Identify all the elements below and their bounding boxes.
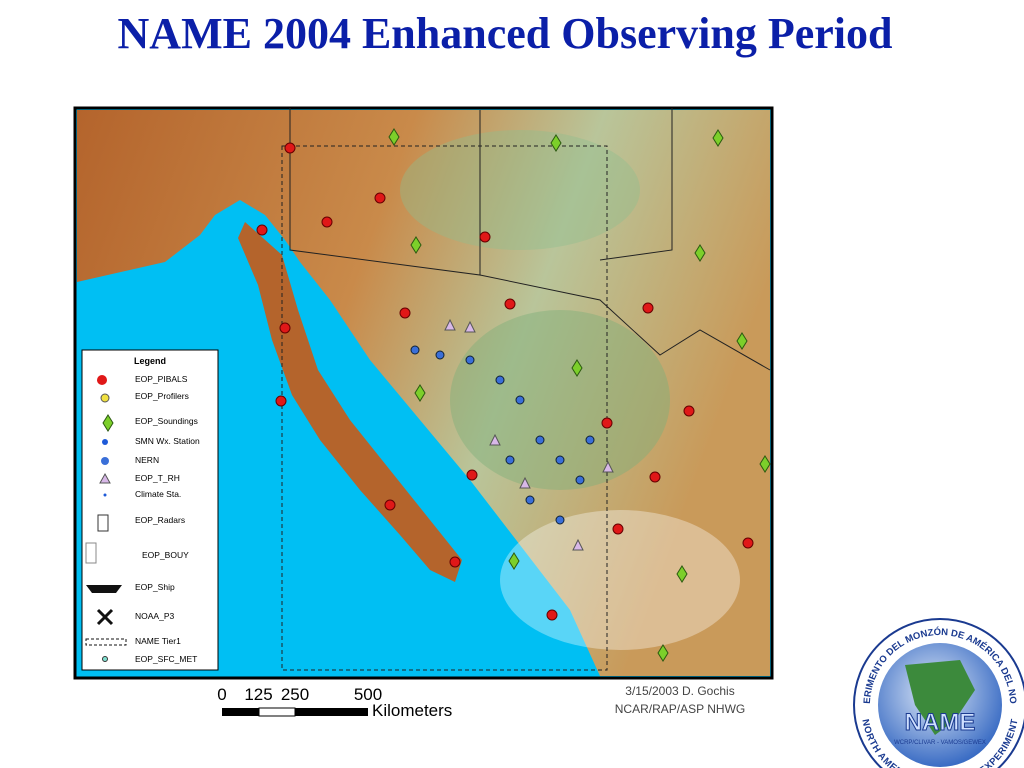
legend-symbol bbox=[85, 638, 127, 646]
scale-label: 500 bbox=[354, 685, 382, 704]
legend-symbol bbox=[97, 375, 107, 385]
scale-label: 250 bbox=[281, 685, 309, 704]
logo-name: NAME bbox=[905, 709, 976, 736]
legend-label: EOP_BOUY bbox=[142, 550, 189, 560]
scale-label: 0 bbox=[217, 685, 226, 704]
t-rh bbox=[444, 318, 614, 551]
credit: 3/15/2003 D. Gochis bbox=[625, 684, 734, 698]
legend-label: NAME Tier1 bbox=[135, 636, 181, 646]
scale-unit: Kilometers bbox=[372, 701, 452, 720]
legend-symbol bbox=[101, 457, 109, 465]
borders bbox=[289, 108, 481, 276]
nern bbox=[410, 345, 595, 525]
legend: Legend bbox=[81, 349, 219, 671]
legend-label: EOP_Profilers bbox=[135, 391, 189, 401]
borders bbox=[599, 108, 673, 261]
legend-label: EOP_Soundings bbox=[135, 416, 198, 426]
title: NAME 2004 Enhanced Observing Period bbox=[117, 9, 893, 58]
legend-label: SMN Wx. Station bbox=[135, 436, 200, 446]
legend-title: Legend bbox=[134, 356, 166, 366]
tier1-box bbox=[281, 145, 608, 671]
credit: NCAR/RAP/ASP NHWG bbox=[615, 702, 745, 716]
legend-label: EOP_Radars bbox=[135, 515, 185, 525]
borders bbox=[479, 274, 771, 371]
logo-land bbox=[905, 660, 975, 735]
scale-segment bbox=[222, 708, 259, 716]
legend-symbol bbox=[102, 439, 108, 445]
soundings bbox=[388, 128, 771, 662]
highlands bbox=[450, 310, 670, 490]
plateau bbox=[500, 510, 740, 650]
baja bbox=[238, 222, 462, 582]
legend-label: NOAA_P3 bbox=[135, 611, 174, 621]
legend-label: EOP_T_RH bbox=[135, 473, 180, 483]
legend-symbol bbox=[86, 585, 122, 593]
legend-symbol bbox=[102, 414, 114, 432]
scale-segment bbox=[295, 708, 368, 716]
legend-label: NERN bbox=[135, 455, 159, 465]
legend-symbol bbox=[99, 472, 111, 484]
legend-symbol bbox=[102, 656, 108, 662]
legend-symbol bbox=[97, 514, 109, 532]
legend-symbol bbox=[96, 608, 114, 626]
legend-label: EOP_SFC_MET bbox=[135, 654, 197, 664]
map bbox=[73, 106, 774, 680]
scale-label: 125 bbox=[244, 685, 272, 704]
legend-symbol bbox=[103, 493, 107, 497]
logo-inner: WCRP/CLIVAR - VAMOS/GEWEX bbox=[894, 740, 986, 746]
pibals bbox=[256, 142, 754, 621]
mountains bbox=[400, 130, 640, 250]
scale-bar bbox=[222, 707, 368, 717]
legend-label: EOP_Ship bbox=[135, 582, 175, 592]
legend-label: EOP_PIBALS bbox=[135, 374, 188, 384]
scale-segment bbox=[258, 707, 296, 717]
legend-symbol bbox=[85, 542, 97, 564]
legend-symbol bbox=[100, 393, 110, 403]
legend-label: Climate Sta. bbox=[135, 489, 181, 499]
